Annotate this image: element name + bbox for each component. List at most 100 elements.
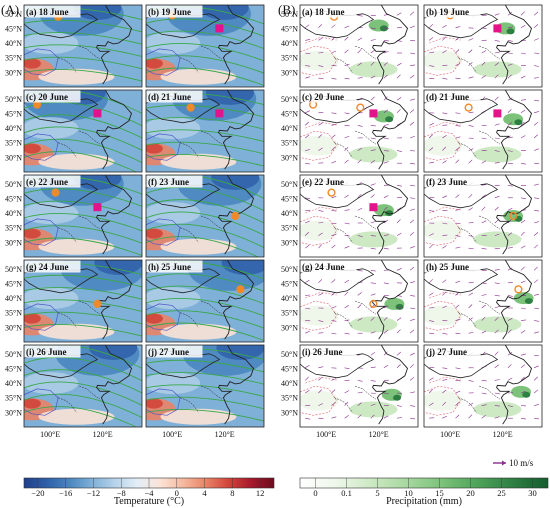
precip-panel-4-wind-vector — [383, 219, 389, 224]
precip-panel-3-precip-light — [473, 146, 522, 163]
precip-panel-4-wind-vector — [410, 185, 416, 187]
precip-panel-1-wind-vector — [455, 26, 461, 29]
precip-panel-8-wind-vector — [383, 415, 389, 419]
precip-panel-7-label-background — [424, 260, 481, 273]
colorbar-tick-label: 0.1 — [341, 488, 352, 498]
precip-panel-1-label: (b) 19 June — [426, 7, 469, 17]
precip-panel-2-ytick-label: 30°N — [281, 153, 298, 162]
temp-panel-4-tracked-circle-marker — [51, 188, 60, 197]
precip-panel-1-wind-vector — [429, 77, 435, 80]
precip-panel-6-wind-vector — [370, 317, 375, 321]
temp-panel-0-ytick-label: 45°N — [5, 24, 22, 33]
precip-panel-1-wind-vector — [494, 40, 500, 42]
precip-panel-1-wind-vector — [442, 77, 448, 80]
temp-panel-0-ytick-label: 50°N — [5, 10, 22, 19]
precip-panel-3-wind-vector — [520, 121, 525, 126]
precip-panel-3-frame — [423, 89, 543, 173]
precip-panel-4-wind-vector — [304, 231, 310, 236]
precip-panel-8-wind-vector — [396, 351, 401, 356]
precip-panel-2-wind-vector — [305, 134, 310, 139]
temp-panel-4-ytick-label: 40°N — [5, 209, 22, 218]
precip-panel-7-wind-vector — [442, 291, 447, 296]
temp-panel-1-contour — [146, 18, 264, 37]
precip-panel-8-wind-vector — [344, 401, 349, 406]
precip-panel-6-wind-vector — [357, 304, 362, 309]
precip-panel-1-wind-vector — [468, 62, 473, 66]
temp-panel-0-frame — [23, 4, 143, 88]
precip-panel-0-ytick-label: 50°N — [281, 10, 298, 19]
temp-panel-3-square-marker — [215, 109, 224, 118]
precip-panel-9-wind-vector — [455, 390, 461, 394]
precip-panel-3-wind-vector — [481, 160, 487, 164]
precip-panel-9: (j) 27 June 100°E 120°E — [423, 344, 543, 439]
temp-panel-1-label-background — [146, 5, 203, 18]
precip-panel-9-wind-vector — [429, 377, 434, 381]
temp-panel-0-province-line — [79, 45, 101, 60]
temp-panel-5-province-line — [180, 227, 199, 243]
precip-panel-6-ytick-label: 30°N — [281, 323, 298, 332]
precip-panel-6-wind-vector — [305, 330, 310, 334]
precip-panel-7-map — [424, 260, 542, 342]
temp-panel-4-contour — [24, 225, 142, 244]
precip-panel-0-wind-vector — [357, 15, 363, 17]
temp-panel-6-contour — [24, 299, 142, 312]
precip-panel-1-wind-vector — [507, 26, 513, 29]
temp-panel-1-terrain-outline — [146, 48, 181, 76]
temp-panel-3-map — [146, 90, 264, 172]
precip-panel-0-wind-vector — [305, 52, 311, 55]
temp-panel-8-warm-band — [38, 408, 115, 425]
precip-panel-0-wind-vector — [410, 52, 416, 55]
precip-panel-9-wind-vector — [481, 392, 487, 395]
precip-panel-8-precip-light — [300, 390, 339, 411]
precip-panel-7-precip-light — [473, 316, 522, 333]
precip-panel-7-wind-vector — [507, 267, 513, 271]
temp-panel-9-contour — [146, 396, 264, 410]
precip-panel-4-wind-vector — [370, 247, 376, 250]
precip-panel-6-wind-vector — [344, 332, 350, 335]
temp-panel-8-ytick-label: 45°N — [5, 364, 22, 373]
precip-panel-0-wind-vector — [396, 12, 402, 16]
precip-panel-0-ytick-label: 35°N — [281, 54, 298, 63]
precip-panel-0-wind-vector — [370, 61, 375, 66]
precip-panel-0-frame — [299, 4, 419, 88]
temp-panel-3-frame — [145, 89, 265, 173]
precip-panel-1-wind-vector — [507, 74, 512, 79]
temp-panel-2-map — [24, 90, 142, 172]
precip-panel-8-wind-vector — [331, 416, 337, 419]
precip-panel-1-label-background — [424, 5, 481, 18]
precip-panel-3-wind-vector — [507, 97, 513, 101]
precip-panel-8-wind-vector — [410, 405, 416, 407]
precip-panel-3-wind-vector — [468, 111, 474, 114]
precip-panel-2-wind-vector — [331, 134, 336, 139]
precip-panel-7-wind-vector — [520, 280, 526, 284]
temp-panel-9-xtick-label: 100°E — [162, 430, 182, 439]
temp-panel-4-hot-core — [24, 228, 41, 239]
temp-panel-5-contour — [146, 211, 264, 236]
precip-panel-3-province-line — [479, 130, 501, 145]
temp-panel-8-label-background — [24, 345, 81, 358]
precip-panel-2-wind-vector — [410, 98, 415, 101]
temp-panel-6-tracked-circle-marker — [93, 299, 102, 309]
precip-panel-0-wind-vector — [396, 74, 401, 79]
precip-panel-5-label-background — [424, 175, 481, 188]
precip-panel-7-wind-vector — [533, 279, 539, 284]
precip-panel-5-wind-vector — [481, 206, 486, 211]
precip-panel-6-wind-vector — [410, 281, 416, 284]
temp-panel-7-contour — [146, 273, 264, 292]
temp-panel-1-contour — [146, 55, 264, 74]
precip-panel-9-wind-vector — [534, 404, 540, 406]
temp-panel-0-mid-region — [24, 32, 79, 55]
precip-panel-5-province-line — [479, 215, 501, 230]
precip-panel-2-wind-vector — [370, 159, 375, 164]
temp-panel-9-map — [146, 345, 264, 427]
precip-panel-9-wind-vector — [520, 353, 526, 356]
precip-panel-7-wind-vector — [468, 292, 474, 296]
temp-panel-6-warm-band — [38, 323, 115, 340]
precip-panel-8-wind-vector — [410, 391, 416, 394]
temp-panel-9-warm-band — [160, 408, 237, 425]
precip-panel-5-coastline — [496, 175, 533, 255]
precip-panel-8-wind-vector — [409, 364, 414, 369]
precip-panel-3-wind-vector — [520, 135, 526, 139]
precip-panel-9-wind-vector — [507, 364, 512, 369]
precip-panel-6-wind-vector — [344, 319, 350, 321]
